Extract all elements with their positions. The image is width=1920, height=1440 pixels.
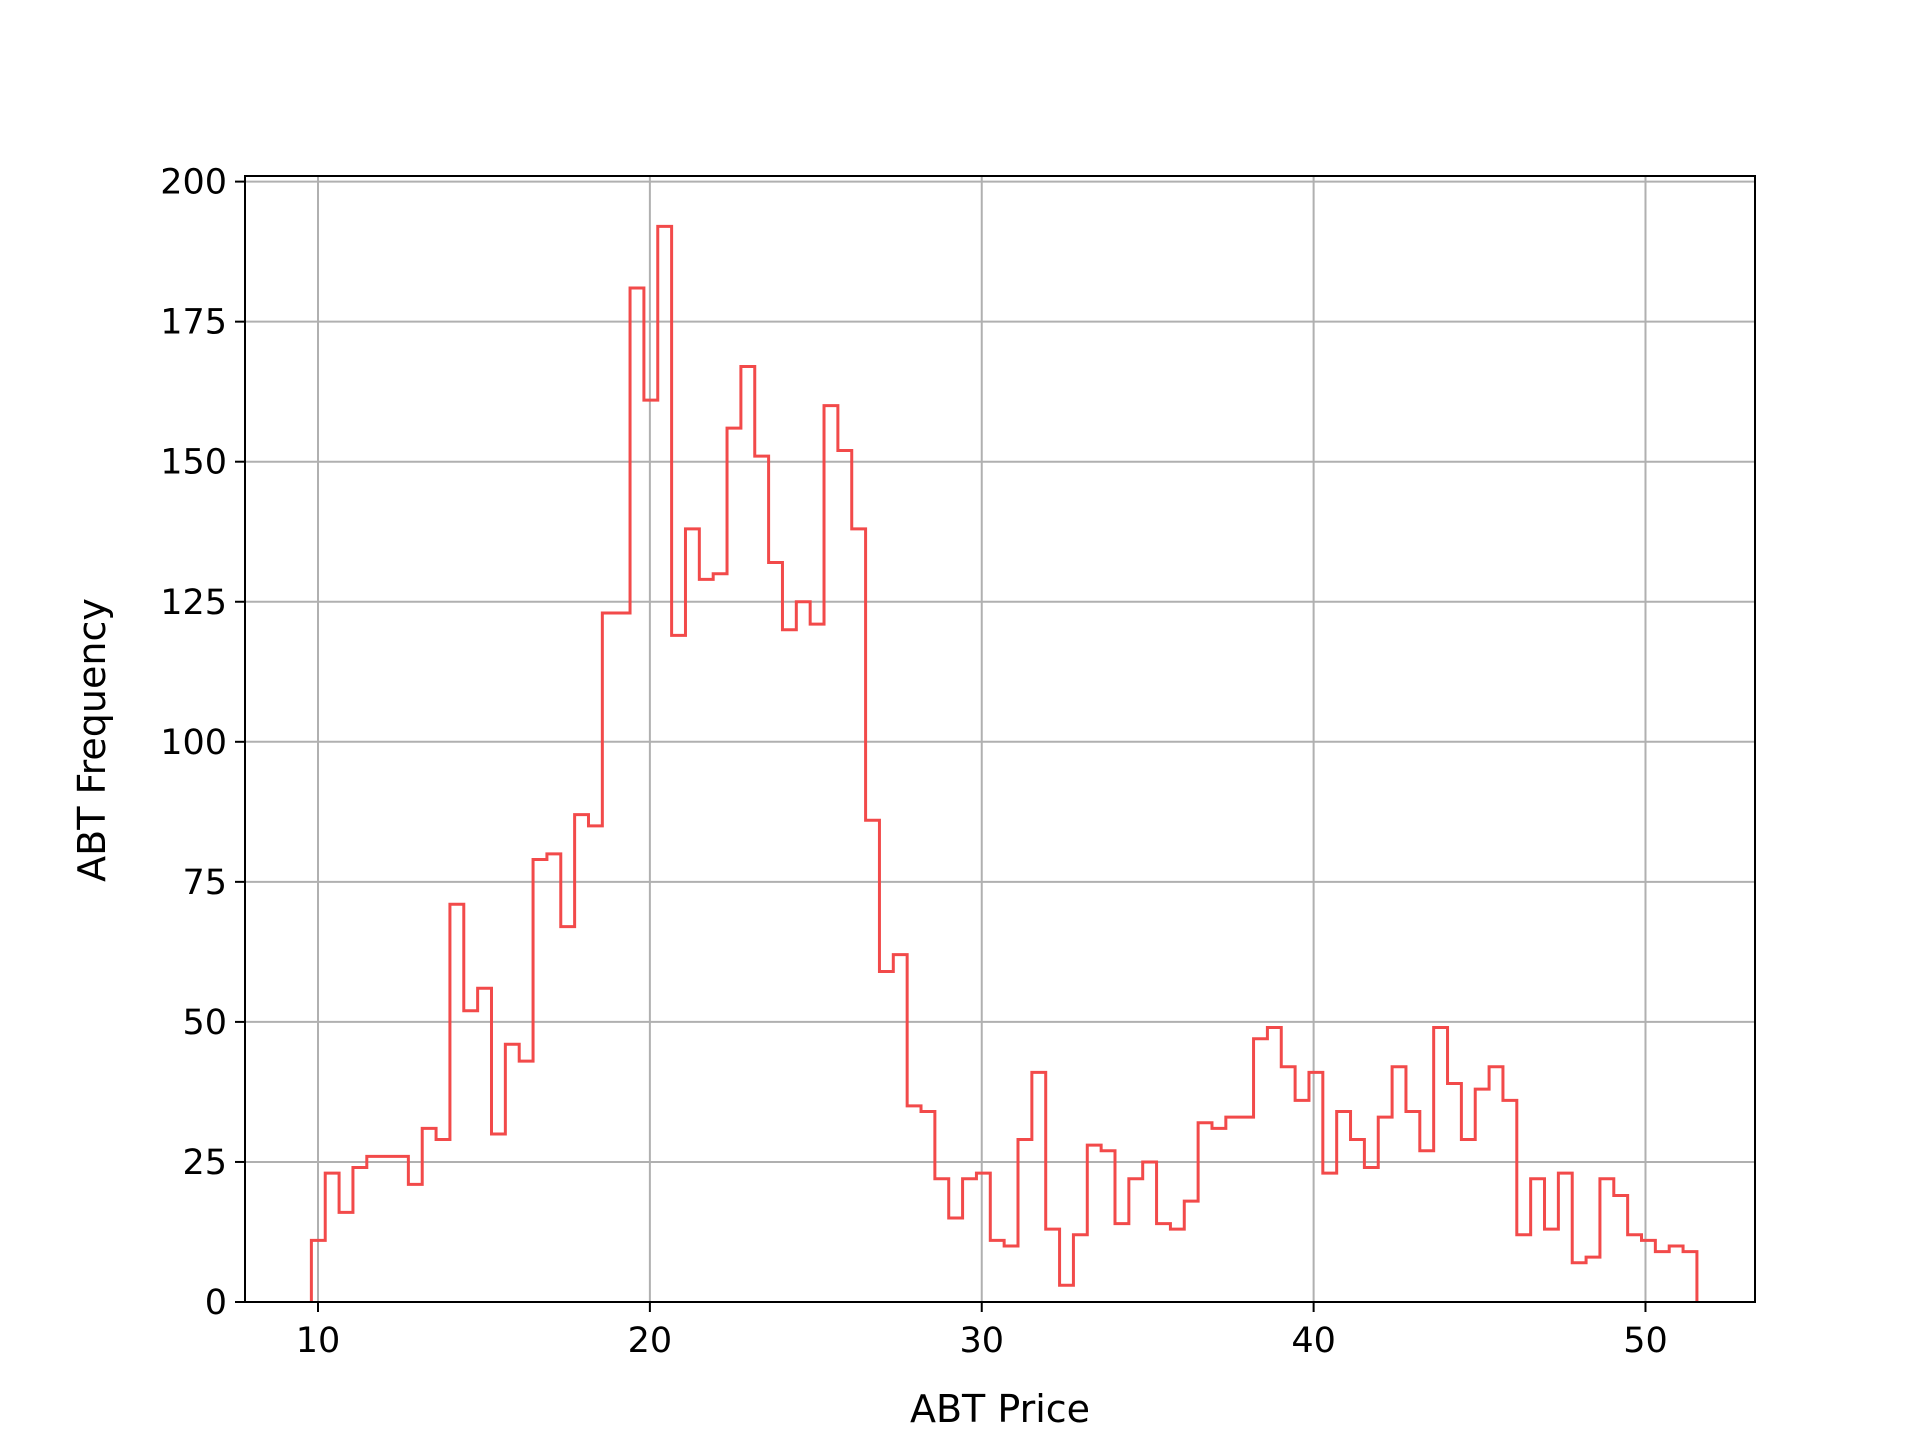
x-tick-label: 40: [1291, 1321, 1336, 1361]
x-axis-label: ABT Price: [910, 1387, 1090, 1431]
y-tick-label: 125: [160, 583, 227, 623]
histogram-series-line: [309, 224, 1699, 1302]
grid-lines: [245, 176, 1755, 1303]
y-tick-label: 150: [160, 443, 227, 483]
plot-frame: [244, 175, 1756, 1303]
y-tick-label: 0: [205, 1283, 227, 1323]
y-tick-label: 175: [160, 303, 227, 343]
x-tick-label: 10: [296, 1321, 341, 1361]
x-tick-label: 50: [1623, 1321, 1668, 1361]
y-tick-label: 50: [182, 1003, 227, 1043]
axis-ticks: 10 20 30 40 50 0 25 50 75 100 125 150 175 200: [160, 163, 1668, 1361]
y-axis-label: ABT Frequency: [70, 598, 114, 882]
y-tick-label: 75: [182, 863, 227, 903]
y-tick-label: 25: [182, 1143, 227, 1183]
x-tick-label: 30: [959, 1321, 1004, 1361]
y-tick-label: 100: [160, 723, 227, 763]
x-tick-label: 20: [628, 1321, 673, 1361]
y-tick-label: 200: [160, 163, 227, 203]
